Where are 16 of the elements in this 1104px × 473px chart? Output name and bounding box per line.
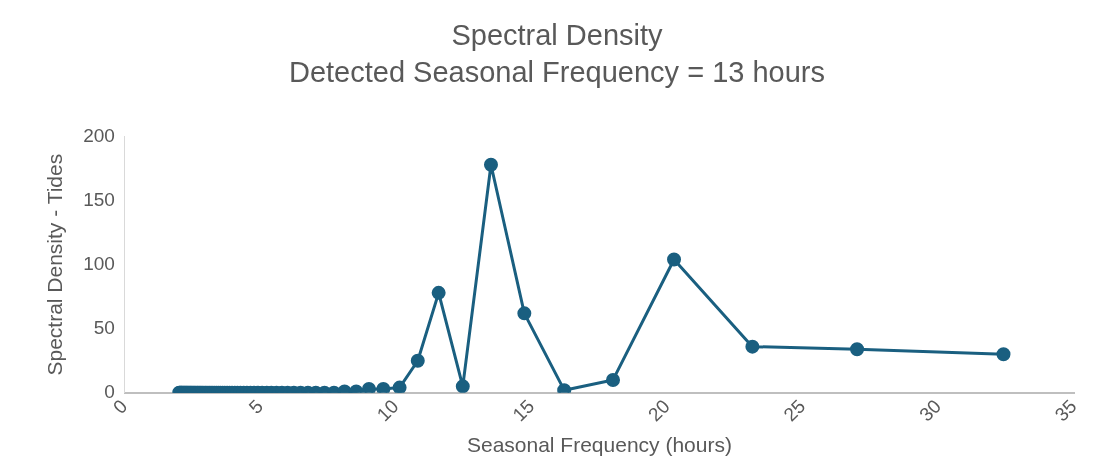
x-tick-label: 35 — [1050, 395, 1081, 426]
y-tick-label: 0 — [104, 380, 115, 402]
y-tick-label: 100 — [83, 252, 115, 274]
x-tick-label: 15 — [508, 395, 539, 426]
x-tick-label: 5 — [244, 395, 268, 418]
y-tick-label: 150 — [83, 188, 115, 210]
x-tick-label: 10 — [372, 395, 403, 426]
chart-subtitle: Detected Seasonal Frequency = 13 hours — [288, 56, 826, 89]
chart-title: Spectral Density — [451, 19, 664, 52]
x-tick-label: 25 — [779, 395, 810, 426]
y-tick-label: 200 — [83, 124, 115, 146]
x-tick-label: 30 — [915, 395, 945, 426]
x-tick-label: 20 — [643, 395, 674, 426]
x-axis-title: Seasonal Frequency (hours) — [466, 433, 732, 457]
y-axis-title: Spectral Density - Tides — [43, 153, 67, 376]
y-tick-label: 50 — [93, 316, 115, 338]
